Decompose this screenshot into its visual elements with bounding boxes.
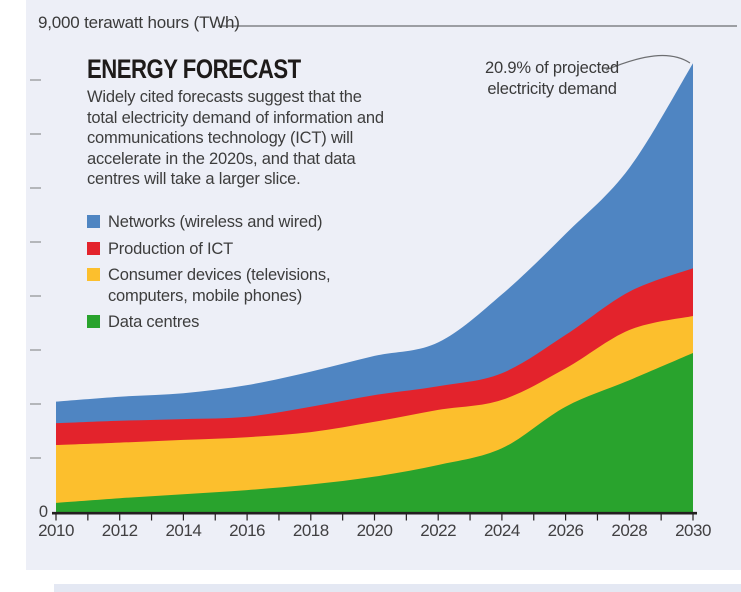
left-margin-strip <box>0 0 26 570</box>
chart-title: ENERGY FORECAST <box>87 54 301 84</box>
legend-label: Data centres <box>108 313 200 332</box>
x-axis-label: 2026 <box>547 521 584 540</box>
x-axis-label: 2022 <box>420 521 457 540</box>
legend-label: Production of ICT <box>108 239 233 258</box>
x-axis-label: 2014 <box>165 521 202 540</box>
x-axis-label: 2020 <box>356 521 393 540</box>
peak-annotation: 20.9% of projected electricity demand <box>485 59 619 98</box>
legend-item-networks: Networks (wireless and wired) <box>87 212 387 233</box>
legend-label: Consumer devices (televisions, computers… <box>108 266 331 305</box>
x-axis-label: 2030 <box>675 521 711 540</box>
legend-label: Networks (wireless and wired) <box>108 213 323 231</box>
x-axis-label: 2012 <box>101 521 138 540</box>
data-centres-area <box>56 353 693 512</box>
data-centres-swatch-icon <box>87 315 100 329</box>
legend-item-consumer-devices: Consumer devices (televisions, computers… <box>87 265 387 306</box>
consumer-devices-swatch-icon <box>87 268 100 282</box>
x-axis-label: 2010 <box>38 521 74 540</box>
x-axis-label: 2016 <box>229 521 266 540</box>
y-axis-max-label: 9,000 terawatt hours (TWh) <box>38 13 240 32</box>
legend: Networks (wireless and wired) Production… <box>87 212 387 339</box>
production-swatch-icon <box>87 241 100 255</box>
networks-swatch-icon <box>87 215 100 228</box>
legend-item-data-centres: Data centres <box>87 312 387 333</box>
x-axis-label: 2024 <box>483 521 520 540</box>
x-axis-label: 2018 <box>292 521 329 540</box>
y-axis-zero-label: 0 <box>38 503 48 521</box>
legend-item-production: Production of ICT <box>87 239 387 260</box>
annotation-leader-line <box>605 54 691 71</box>
next-panel-edge <box>54 584 741 592</box>
chart-description: Widely cited forecasts suggest that the … <box>87 88 384 189</box>
x-axis-label: 2028 <box>611 521 648 540</box>
